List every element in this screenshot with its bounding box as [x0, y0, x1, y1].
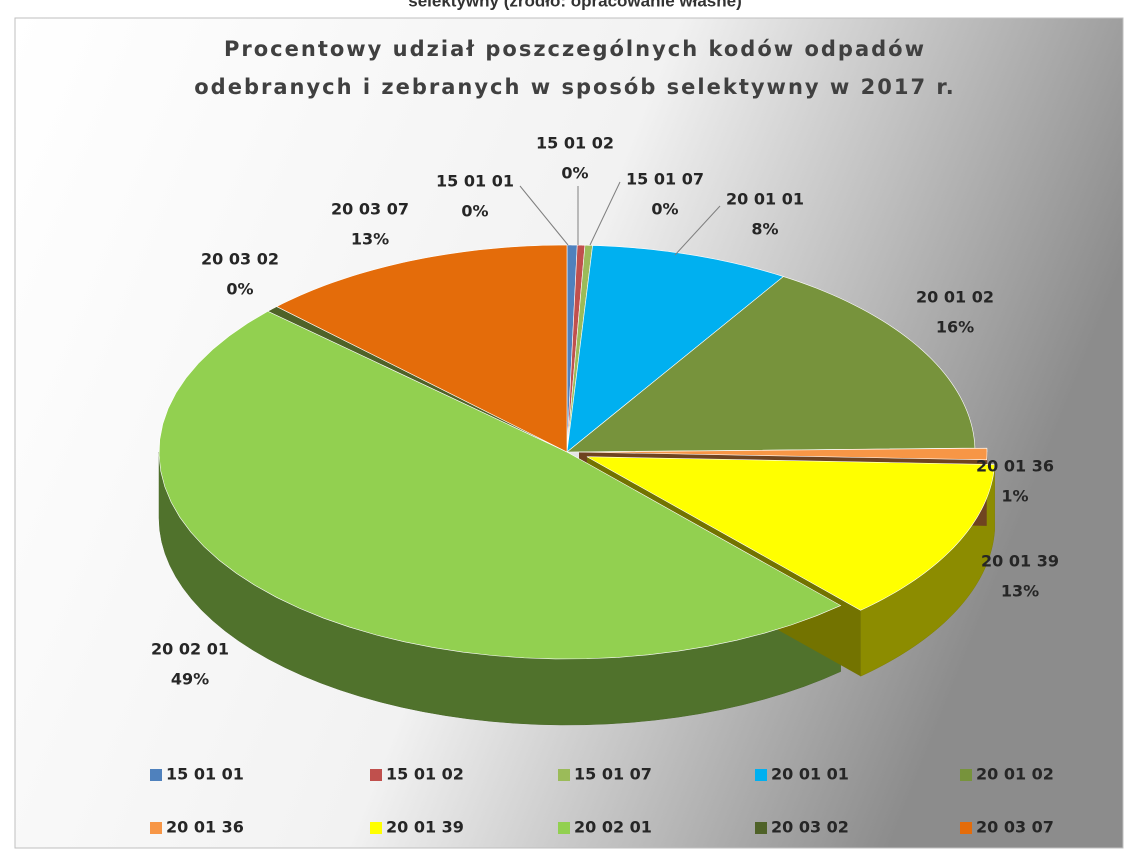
- data-label: 1%: [1001, 487, 1028, 506]
- data-label: 0%: [561, 164, 588, 183]
- slice: [578, 447, 988, 461]
- data-label: 13%: [1001, 582, 1039, 601]
- legend-label: 15 01 01: [166, 765, 244, 784]
- data-label: 0%: [226, 280, 253, 299]
- data-label: 15 01 01: [436, 172, 514, 191]
- chart-title: Procentowy udział poszczególnych kodów o…: [224, 37, 926, 61]
- legend-label: 20 02 01: [574, 818, 652, 837]
- leader-line: [589, 181, 621, 246]
- data-label: 49%: [171, 670, 209, 689]
- data-label: 20 01 01: [726, 190, 804, 209]
- legend-swatch: [150, 769, 162, 781]
- legend-label: 20 01 39: [386, 818, 464, 837]
- legend-label: 15 01 07: [574, 765, 652, 784]
- legend-swatch: [370, 822, 382, 834]
- data-label: 13%: [351, 230, 389, 249]
- legend-swatch: [960, 769, 972, 781]
- legend-swatch: [370, 769, 382, 781]
- legend-swatch: [755, 769, 767, 781]
- legend-swatch: [150, 822, 162, 834]
- data-label: 15 01 07: [626, 170, 704, 189]
- legend-swatch: [960, 822, 972, 834]
- slice: [276, 244, 568, 453]
- legend-label: 20 03 02: [771, 818, 849, 837]
- slice: [566, 276, 976, 453]
- legend-label: 20 01 02: [976, 765, 1054, 784]
- caption: selektywny (źródło: opracowanie własne): [408, 0, 741, 10]
- legend-swatch: [558, 769, 570, 781]
- slice: [158, 310, 842, 660]
- data-label: 0%: [461, 202, 488, 221]
- slice: [586, 456, 995, 611]
- data-label: 20 03 02: [201, 250, 279, 269]
- data-label: 20 02 01: [151, 640, 229, 659]
- legend-swatch: [558, 822, 570, 834]
- legend-label: 20 03 07: [976, 818, 1054, 837]
- data-label: 8%: [751, 220, 778, 239]
- data-label: 20 01 36: [976, 457, 1054, 476]
- data-label: 15 01 02: [536, 134, 614, 153]
- data-label: 16%: [936, 318, 974, 337]
- legend-label: 20 01 36: [166, 818, 244, 837]
- slice: [267, 306, 568, 453]
- leader-line: [674, 205, 721, 256]
- legend-label: 15 01 02: [386, 765, 464, 784]
- legend-swatch: [755, 822, 767, 834]
- legend-label: 20 01 01: [771, 765, 849, 784]
- slice: [566, 245, 785, 453]
- leader-line: [519, 185, 569, 246]
- chart-title: odebranych i zebranych w sposób selektyw…: [194, 75, 955, 99]
- data-label: 20 01 39: [981, 552, 1059, 571]
- data-label: 0%: [651, 200, 678, 219]
- data-label: 20 01 02: [916, 288, 994, 307]
- data-label: 20 03 07: [331, 200, 409, 219]
